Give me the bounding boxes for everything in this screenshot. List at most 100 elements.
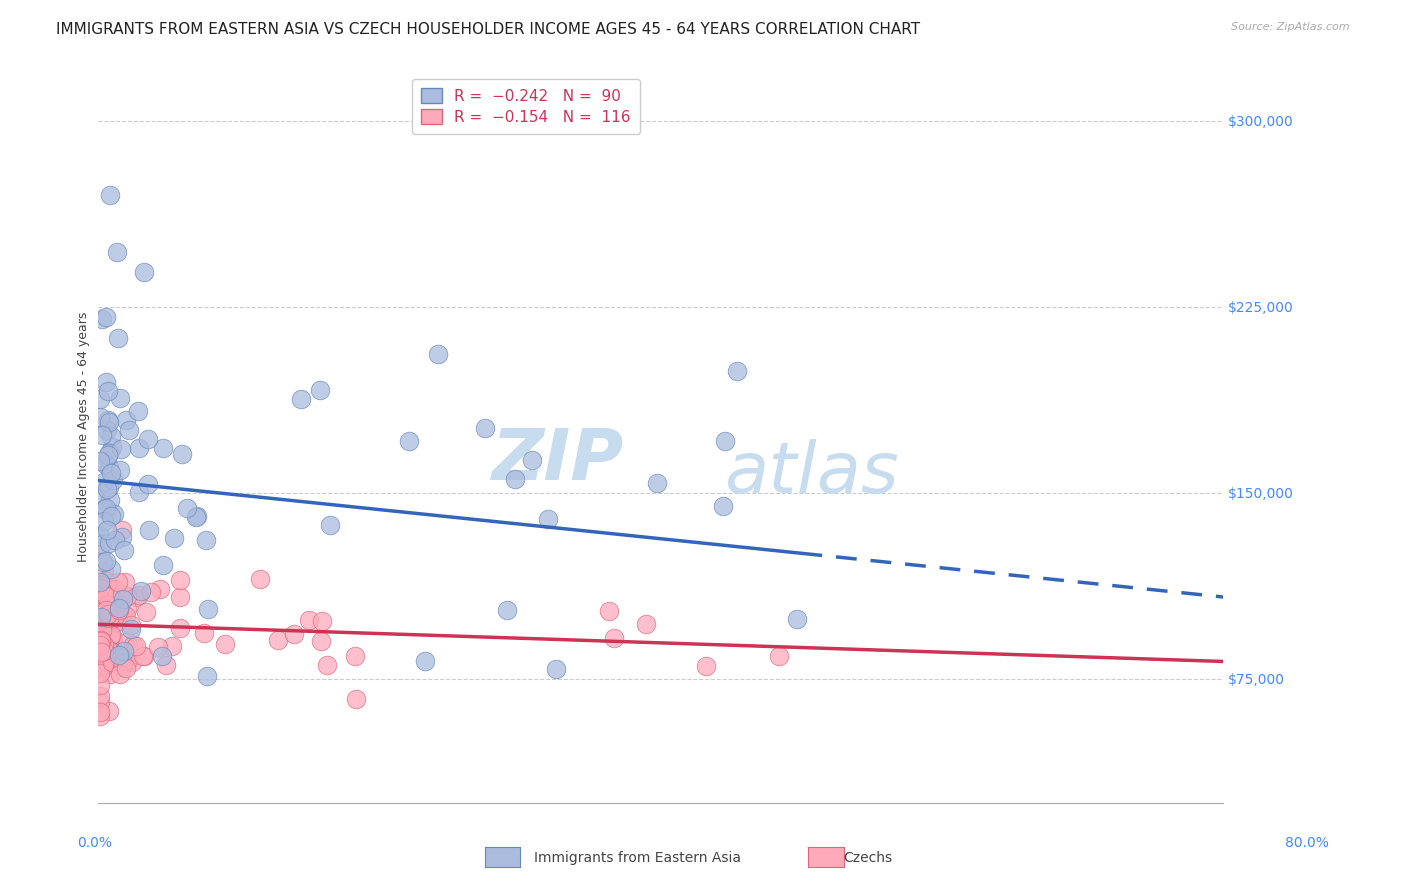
Point (100, 631, 122, 645)
Point (105, 245, 128, 260)
Point (89, 491, 111, 506)
Text: Source: ZipAtlas.com: Source: ZipAtlas.com (1232, 22, 1350, 32)
Point (89, 678, 111, 692)
Point (108, 463, 131, 477)
Point (148, 582, 170, 596)
Point (100, 644, 122, 658)
Text: IMMIGRANTS FROM EASTERN ASIA VS CZECH HOUSEHOLDER INCOME AGES 45 - 64 YEARS CORR: IMMIGRANTS FROM EASTERN ASIA VS CZECH HO… (56, 22, 921, 37)
Point (714, 434, 737, 448)
Point (89, 638, 111, 652)
Point (344, 691, 367, 706)
Point (100, 508, 122, 523)
Text: 80.0%: 80.0% (1285, 836, 1329, 850)
Point (283, 626, 305, 640)
Point (115, 413, 138, 427)
Point (101, 655, 124, 669)
Point (110, 442, 132, 456)
Point (249, 572, 271, 586)
Point (413, 654, 436, 668)
Point (94, 457, 117, 471)
Point (298, 613, 321, 627)
Point (96, 524, 118, 538)
Point (98, 446, 121, 460)
Point (122, 638, 145, 652)
Point (100, 429, 122, 443)
Point (91, 585, 114, 599)
Point (115, 634, 138, 648)
Text: atlas: atlas (724, 439, 898, 508)
Point (160, 640, 183, 654)
Point (107, 601, 129, 615)
Point (118, 423, 141, 437)
Point (100, 628, 122, 642)
Point (96, 655, 118, 669)
Point (103, 615, 125, 630)
Point (98, 667, 121, 681)
Point (101, 473, 124, 487)
Point (111, 606, 134, 620)
Point (90, 606, 112, 620)
Point (89, 694, 111, 708)
Point (121, 622, 143, 636)
Text: ZIP: ZIP (492, 426, 624, 495)
Point (195, 668, 218, 682)
Point (101, 440, 124, 454)
Point (520, 452, 543, 467)
Point (90, 609, 112, 624)
Point (101, 631, 124, 645)
Point (98, 705, 121, 719)
Point (108, 666, 131, 681)
Point (176, 500, 198, 515)
Point (91, 612, 114, 626)
Point (89, 709, 111, 723)
Point (93, 601, 115, 615)
Point (135, 605, 157, 619)
Point (636, 616, 658, 631)
Point (105, 615, 128, 629)
Point (90, 638, 112, 652)
Text: Czechs: Czechs (844, 851, 893, 865)
Point (503, 472, 526, 486)
Point (136, 432, 159, 446)
Point (96, 574, 118, 589)
Point (112, 592, 135, 607)
Point (311, 634, 333, 648)
Point (125, 639, 148, 653)
Point (98, 493, 121, 508)
Point (104, 582, 127, 597)
Point (110, 524, 132, 538)
Point (309, 383, 332, 397)
Point (90, 648, 112, 662)
Point (89, 548, 111, 562)
Point (169, 573, 191, 587)
Point (163, 531, 186, 545)
Point (127, 404, 149, 418)
Point (114, 575, 136, 590)
Point (91, 584, 114, 599)
Point (128, 484, 150, 499)
Point (311, 615, 333, 629)
Point (108, 392, 131, 406)
Point (90, 644, 112, 658)
Point (89, 605, 111, 619)
Point (96, 554, 118, 568)
Point (93, 475, 115, 490)
Point (426, 347, 449, 361)
Point (128, 588, 150, 602)
Point (537, 512, 560, 526)
Point (98, 604, 121, 618)
Point (94, 589, 117, 603)
Point (90, 427, 112, 442)
Point (89, 666, 111, 681)
Point (101, 612, 124, 626)
Point (90, 647, 112, 661)
Point (98, 459, 121, 474)
Point (93, 515, 115, 529)
Point (725, 364, 748, 378)
Point (89, 705, 111, 719)
Point (193, 625, 215, 640)
Point (91, 555, 114, 569)
Point (94, 657, 117, 672)
Point (129, 583, 152, 598)
Point (98, 188, 121, 202)
